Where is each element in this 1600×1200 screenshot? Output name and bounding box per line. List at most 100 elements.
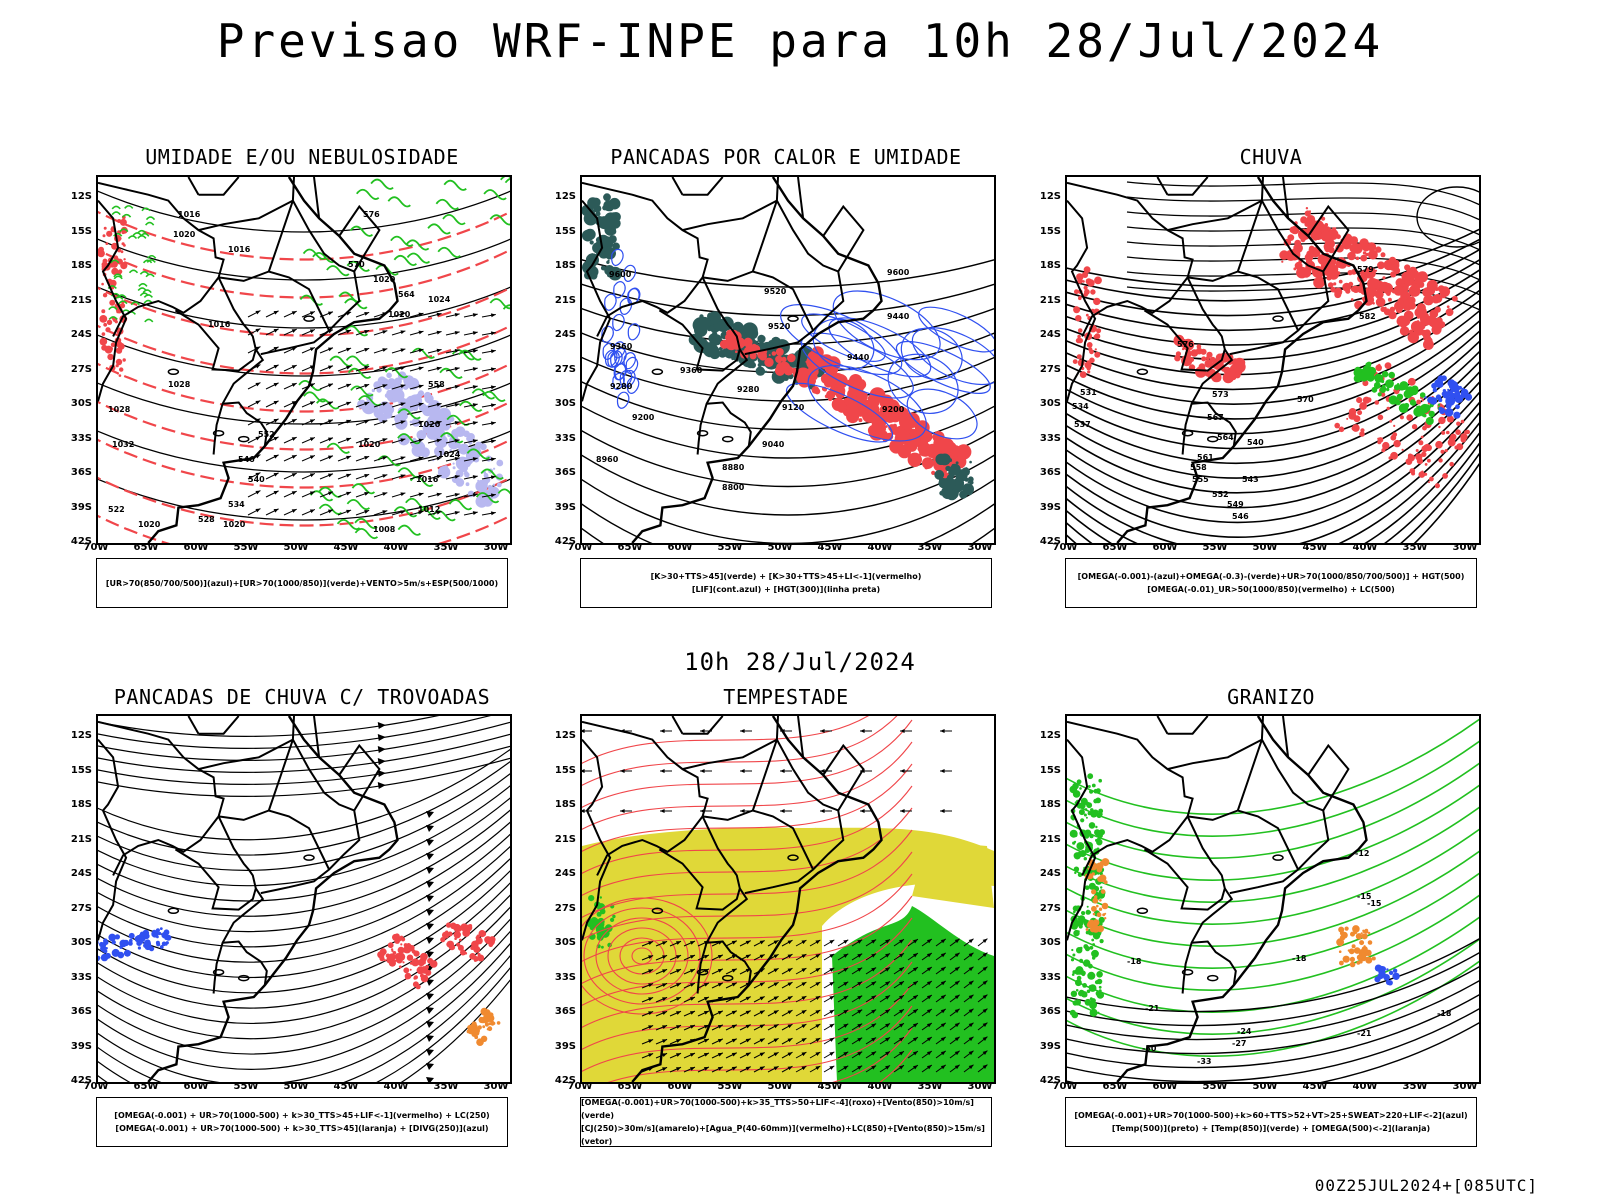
latitude-tick-label: 30S — [554, 937, 576, 948]
lake — [721, 435, 734, 443]
thickness-dot — [111, 226, 114, 229]
wind-vector-850 — [900, 729, 912, 733]
wind-vector-850 — [781, 1051, 793, 1059]
thickness-dot — [115, 364, 119, 368]
isobar — [98, 238, 510, 281]
thunder-red-fill — [454, 937, 457, 940]
wind-vector — [391, 312, 406, 318]
wind-vector-850 — [683, 1024, 696, 1031]
thickness-line — [98, 286, 510, 337]
divergence-fill — [164, 942, 168, 946]
divergence-fill — [98, 940, 99, 945]
thickness-line — [98, 514, 510, 543]
rain-red-fill — [1093, 297, 1101, 306]
contour-label: 522 — [108, 505, 125, 514]
moisture-lower-contour — [405, 497, 429, 509]
rain-red-fill — [1438, 321, 1446, 328]
wind-vector — [355, 383, 370, 390]
lif-contour — [611, 248, 624, 266]
instability-fill — [589, 240, 594, 245]
wind-vector-850 — [963, 1008, 974, 1017]
moisture-lower-contour — [326, 442, 350, 454]
rain-red-fill — [1327, 282, 1334, 288]
divergence-fill — [136, 940, 142, 946]
contour-label: 9200 — [882, 405, 905, 414]
country-border — [1181, 887, 1234, 994]
contour-label: 582 — [1359, 312, 1376, 321]
rain-red-fill — [1305, 207, 1309, 210]
country-border — [751, 200, 778, 272]
temp850-contour — [1077, 915, 1086, 923]
streamline-850 — [595, 917, 689, 995]
country-border — [1282, 716, 1290, 758]
instability-fill — [596, 234, 610, 248]
moisture-lower-contour — [312, 251, 336, 264]
instability-fill — [756, 340, 759, 343]
wind-vector — [391, 384, 406, 390]
rain-red-fill — [1089, 357, 1095, 364]
wind-vector — [265, 400, 279, 408]
divergence-fill — [128, 941, 133, 946]
wind-vector-850 — [865, 967, 877, 975]
omega-green-fill — [1425, 417, 1434, 425]
thunder-red-fill — [445, 922, 452, 928]
moisture-lower-contour — [326, 265, 350, 277]
rain-red-fill — [1416, 320, 1420, 323]
omega-blue-fill — [1438, 398, 1443, 403]
moisture-lower-contour — [130, 301, 140, 306]
omega-blue-fill — [1445, 402, 1452, 409]
wind-vector — [283, 328, 297, 336]
wind-vector-850 — [893, 1036, 905, 1045]
rain-red-fill — [1400, 297, 1405, 303]
temp850-contour — [1091, 783, 1096, 788]
temp850-contour — [1080, 818, 1085, 823]
wind-vector-850 — [893, 938, 905, 947]
wind-vector-850 — [823, 1037, 835, 1045]
thickness-dot — [107, 353, 114, 361]
lif-contour — [906, 388, 978, 440]
contour-label: 9440 — [887, 312, 910, 321]
moisture-upper-fill — [436, 418, 448, 430]
wind-vector-850 — [620, 809, 632, 813]
country-border — [582, 199, 612, 402]
moisture-lower-contour — [118, 300, 128, 305]
wind-vector-850 — [809, 1065, 821, 1073]
moisture-lower-contour — [141, 207, 151, 212]
wind-vector-850 — [977, 952, 988, 961]
rain-red-fill — [1317, 253, 1329, 266]
wind-vector-850 — [963, 1036, 974, 1045]
omega-green-fill — [1413, 407, 1424, 417]
longitude-tick-label: 55W — [233, 1081, 259, 1092]
streamline-arrow — [426, 951, 434, 958]
longitude-tick-label: 35W — [1402, 1081, 1428, 1092]
omega500-fill — [1359, 940, 1365, 946]
omega500-fill — [1085, 928, 1089, 931]
wind-vector-850 — [865, 1065, 877, 1073]
temp850-contour — [1067, 894, 1479, 991]
wind-vector — [373, 330, 388, 336]
longitude-tick-label: 60W — [183, 542, 209, 553]
wind-vector — [481, 331, 496, 336]
latitude-tick-label: 36S — [70, 1006, 92, 1017]
rain-red-fill — [1401, 271, 1411, 282]
wind-vector-850 — [907, 1064, 919, 1073]
country-border — [1236, 200, 1263, 272]
temp850-contour — [1076, 842, 1085, 851]
instability-fill — [609, 228, 617, 235]
omega-green-fill — [1371, 386, 1378, 393]
wind-vector — [247, 346, 261, 354]
thickness-dot — [105, 242, 109, 245]
temp850-contour — [1067, 960, 1479, 1057]
longitude-tick-label: 70W — [567, 542, 593, 553]
rain-red-fill — [1421, 399, 1424, 402]
lake — [303, 854, 315, 861]
moisture-lower-contour — [439, 367, 463, 379]
run-timestamp: 00Z25JUL2024+[085UTC] — [1314, 1176, 1538, 1195]
longitude-tick-label: 40W — [867, 542, 893, 553]
longitude-tick-label: 65W — [1102, 1081, 1128, 1092]
instability-li-fill — [809, 364, 815, 370]
rain-red-fill — [1383, 308, 1391, 316]
rain-red-fill — [1403, 307, 1407, 311]
wind-vector — [373, 474, 388, 480]
lake — [721, 974, 734, 982]
